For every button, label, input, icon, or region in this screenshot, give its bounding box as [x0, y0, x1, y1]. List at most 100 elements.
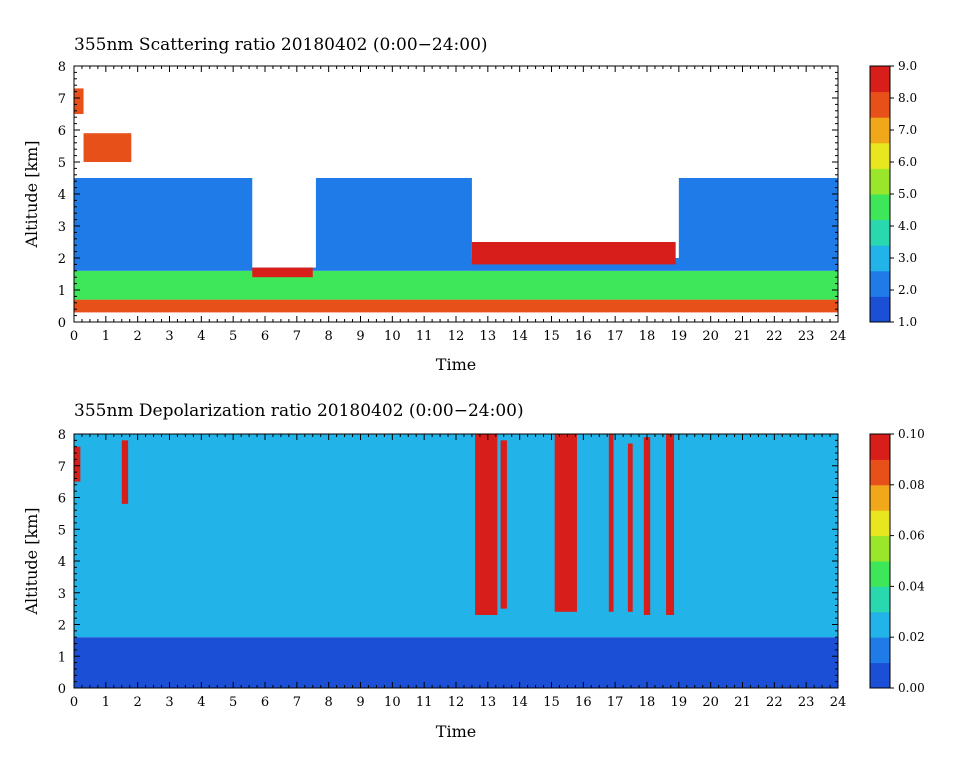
data-layer — [74, 299, 838, 313]
x-tick-label: 12 — [448, 695, 465, 710]
x-tick-label: 6 — [261, 695, 269, 710]
x-tick-label: 0 — [70, 695, 78, 710]
colorbar-segment — [870, 459, 890, 486]
x-tick-label: 18 — [639, 695, 656, 710]
x-tick-label: 23 — [798, 695, 815, 710]
colorbar-tick-label: 0.00 — [898, 681, 925, 695]
x-tick-label: 13 — [480, 329, 497, 344]
y-tick-label: 3 — [58, 587, 66, 602]
x-tick-label: 20 — [702, 695, 719, 710]
x-tick-label: 4 — [197, 695, 205, 710]
data-layer — [74, 270, 838, 300]
high-depol-column — [608, 434, 614, 612]
depolarization-ratio-panel: 355nm Depolarization ratio 20180402 (0:0… — [22, 401, 925, 741]
x-tick-label: 2 — [134, 695, 142, 710]
x-tick-label: 6 — [261, 329, 269, 344]
colorbar-segment — [870, 168, 890, 195]
no-data-region — [471, 66, 679, 258]
x-tick-label: 21 — [734, 695, 751, 710]
colorbar-segment — [870, 245, 890, 272]
colorbar-tick-label: 3.0 — [898, 251, 917, 265]
y-tick-label: 7 — [58, 460, 66, 475]
y-tick-label: 1 — [58, 284, 66, 299]
y-axis: 0 1 2 3 4 5 6 7 8 — [58, 60, 838, 331]
colorbar-tick-label: 0.10 — [898, 427, 925, 441]
colorbar-segment — [870, 270, 890, 297]
x-tick-label: 11 — [416, 329, 433, 344]
cloud-region — [74, 88, 84, 114]
colorbar-segment — [870, 194, 890, 221]
colorbar-tick-label: 0.02 — [898, 630, 925, 644]
x-tick-label: 10 — [384, 695, 401, 710]
colorbar-segment — [870, 484, 890, 511]
colorbar-tick-label: 8.0 — [898, 91, 917, 105]
x-tick-label: 20 — [702, 329, 719, 344]
x-tick-label: 21 — [734, 329, 751, 344]
x-tick-label: 22 — [766, 329, 783, 344]
data-layer — [74, 434, 838, 638]
high-depol-column — [121, 440, 129, 504]
high-depol-column — [666, 434, 675, 615]
y-tick-label: 2 — [58, 619, 66, 634]
high-depol-column — [554, 434, 577, 612]
cloud-region — [471, 242, 676, 265]
x-tick-label: 0 — [70, 329, 78, 344]
y-tick-label: 2 — [58, 252, 66, 267]
colorbar-segment — [870, 637, 890, 664]
x-tick-label: 23 — [798, 329, 815, 344]
y-tick-label: 4 — [58, 555, 66, 570]
x-tick-label: 15 — [543, 329, 560, 344]
colorbar-tick-label: 9.0 — [898, 59, 917, 73]
colorbar-tick-label: 4.0 — [898, 219, 917, 233]
plot-area — [74, 66, 838, 313]
x-tick-label: 12 — [448, 329, 465, 344]
x-tick-label: 4 — [197, 329, 205, 344]
colorbar-segment — [870, 142, 890, 169]
chart-title: 355nm Depolarization ratio 20180402 (0:0… — [74, 401, 524, 421]
x-tick-label: 24 — [830, 329, 847, 344]
y-tick-label: 0 — [58, 316, 66, 331]
cloud-region — [83, 133, 132, 162]
colorbar: 1.0 2.0 3.0 4.0 5.0 6.0 7.0 8.0 9.0 — [869, 59, 917, 329]
x-tick-label: 24 — [830, 695, 847, 710]
colorbar-tick-label: 6.0 — [898, 155, 917, 169]
colorbar-tick-label: 7.0 — [898, 123, 917, 137]
x-tick-label: 15 — [543, 695, 560, 710]
x-tick-label: 2 — [134, 329, 142, 344]
colorbar-segment — [870, 586, 890, 613]
x-axis-label: Time — [436, 722, 476, 741]
x-tick-label: 5 — [229, 695, 237, 710]
x-tick-label: 5 — [229, 329, 237, 344]
x-tick-label: 16 — [575, 329, 592, 344]
x-tick-label: 7 — [293, 695, 301, 710]
x-tick-label: 8 — [325, 695, 333, 710]
colorbar-segment — [870, 662, 890, 689]
colorbar-segment — [870, 219, 890, 246]
x-tick-label: 9 — [356, 329, 364, 344]
colorbar: 0.00 0.02 0.04 0.06 0.08 0.10 — [869, 427, 925, 695]
y-tick-label: 1 — [58, 650, 66, 665]
no-data-region — [252, 66, 316, 268]
colorbar-segment — [870, 296, 890, 323]
colorbar-tick-label: 0.06 — [898, 529, 925, 543]
y-tick-label: 7 — [58, 92, 66, 107]
colorbar-segment — [870, 510, 890, 537]
scattering-ratio-panel: 355nm Scattering ratio 20180402 (0:00−24… — [22, 35, 917, 374]
colorbar-segment — [870, 91, 890, 118]
colorbar-tick-label: 0.08 — [898, 478, 925, 492]
y-tick-label: 5 — [58, 523, 66, 538]
y-tick-label: 5 — [58, 156, 66, 171]
x-tick-label: 14 — [511, 329, 528, 344]
x-axis: 0 1 2 3 4 5 6 7 8 9 10 11 12 13 14 15 16 17 18 19 20 21 22 23 24 — [70, 434, 846, 710]
x-tick-label: 8 — [325, 329, 333, 344]
chart-title: 355nm Scattering ratio 20180402 (0:00−24… — [74, 35, 488, 55]
y-axis: 0 1 2 3 4 5 6 7 8 — [58, 428, 838, 697]
x-tick-label: 11 — [416, 695, 433, 710]
colorbar-tick-label: 5.0 — [898, 187, 917, 201]
colorbar-segment — [870, 434, 890, 460]
high-depol-column — [74, 446, 81, 482]
data-layer — [74, 637, 838, 688]
x-tick-label: 17 — [607, 695, 624, 710]
y-tick-label: 8 — [58, 60, 66, 75]
x-axis: 0 1 2 3 4 5 6 7 8 9 10 11 12 13 14 15 16 17 18 19 20 21 22 23 24 — [70, 66, 846, 344]
